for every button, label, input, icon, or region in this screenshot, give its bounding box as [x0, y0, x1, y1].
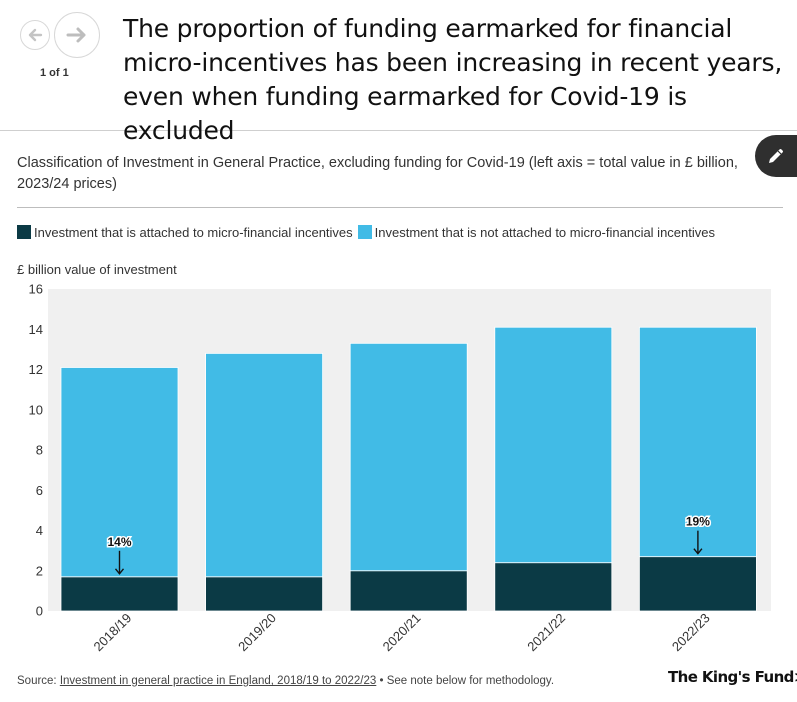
legend-swatch-attached [17, 225, 31, 239]
x-tick-label: 2018/19 [91, 610, 135, 654]
x-tick-label: 2021/22 [524, 610, 568, 654]
y-tick-label: 10 [29, 402, 43, 417]
annotation-label: 14% [107, 535, 131, 549]
bar-attached[interactable] [494, 562, 613, 612]
bar-attached[interactable] [205, 576, 324, 612]
legend-swatch-not-attached [357, 225, 372, 239]
y-tick-label: 12 [29, 362, 43, 377]
annotation-label: 19% [686, 515, 710, 529]
x-tick-label: 2019/20 [235, 610, 279, 654]
y-tick-label: 6 [36, 483, 43, 498]
source-note: Source: Investment in general practice i… [17, 675, 554, 687]
pencil-icon [769, 149, 783, 163]
y-tick-label: 4 [36, 523, 43, 538]
x-tick-label: 2020/21 [380, 610, 424, 654]
legend-label-attached: Investment that is attached to micro-fin… [34, 224, 353, 240]
bar-not-attached[interactable] [639, 326, 757, 558]
header: 1 of 1 The proportion of funding earmark… [0, 0, 797, 145]
x-tick-label: 2022/23 [669, 610, 713, 654]
arrow-left-icon [28, 28, 43, 42]
edit-button[interactable] [755, 135, 797, 177]
bar-attached[interactable] [60, 576, 179, 612]
legend-item-not-attached[interactable]: Investment that is not attached to micro… [357, 224, 715, 240]
annotation-arrowhead [114, 568, 125, 575]
legend: Investment that is attached to micro-fin… [17, 222, 720, 242]
y-axis-label: £ billion value of investment [17, 262, 177, 277]
previous-button[interactable] [20, 20, 50, 50]
legend-label-not-attached: Investment that is not attached to micro… [374, 224, 715, 240]
bar-not-attached[interactable] [349, 342, 468, 572]
y-tick-label: 16 [29, 282, 43, 297]
bar-attached[interactable] [349, 570, 468, 612]
page-count: 1 of 1 [40, 67, 69, 79]
divider [17, 207, 783, 208]
page-title: The proportion of funding earmarked for … [123, 14, 783, 145]
arrow-right-icon [66, 27, 86, 43]
source-suffix: • See note below for methodology. [376, 675, 555, 687]
source-link[interactable]: Investment in general practice in Englan… [59, 675, 377, 687]
legend-item-attached[interactable]: Investment that is attached to micro-fin… [17, 225, 353, 240]
y-tick-label: 8 [36, 443, 43, 458]
y-tick-label: 2 [36, 563, 43, 578]
bar-attached[interactable] [639, 556, 757, 612]
bar-not-attached[interactable] [60, 367, 179, 578]
kings-fund-logo: The King's Fund> [668, 668, 797, 686]
source-prefix: Source: [17, 675, 60, 687]
next-button[interactable] [54, 12, 100, 58]
bar-not-attached[interactable] [205, 353, 324, 578]
stacked-bar-chart: 0 2 4 6 8 10 12 14 16 2018/19 2019/20 2020/21 2021/2… [29, 282, 771, 654]
chart-subtitle: Classification of Investment in General … [17, 155, 738, 192]
y-tick-label: 0 [36, 604, 43, 619]
bar-not-attached[interactable] [494, 326, 613, 564]
y-tick-label: 14 [29, 322, 43, 337]
annotation-arrowhead [693, 548, 703, 555]
